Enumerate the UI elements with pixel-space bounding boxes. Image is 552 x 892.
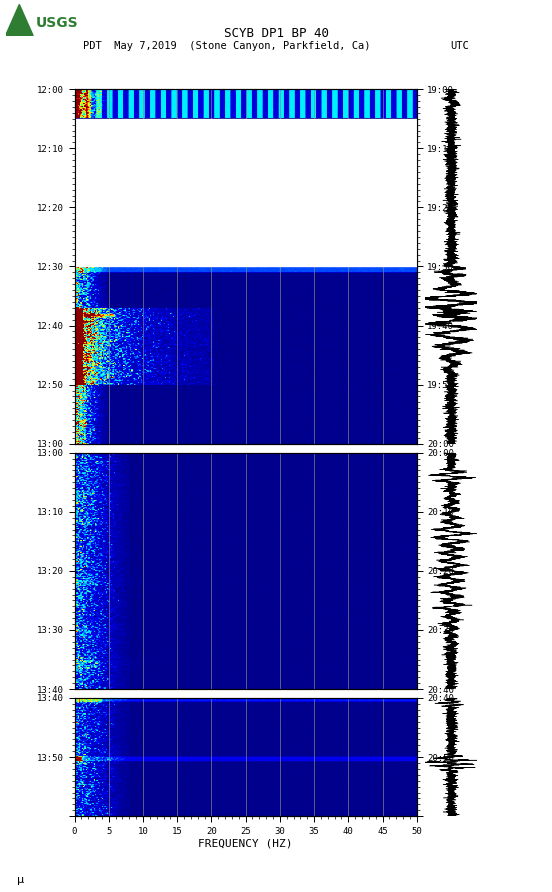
Text: μ: μ xyxy=(17,875,24,885)
Text: PDT  May 7,2019  (Stone Canyon, Parkfield, Ca): PDT May 7,2019 (Stone Canyon, Parkfield,… xyxy=(83,41,370,52)
Text: SCYB DP1 BP 40: SCYB DP1 BP 40 xyxy=(224,27,328,39)
Polygon shape xyxy=(6,4,33,36)
Bar xyxy=(75,119,417,267)
X-axis label: FREQUENCY (HZ): FREQUENCY (HZ) xyxy=(198,838,293,848)
Text: UTC: UTC xyxy=(450,41,469,52)
Text: USGS: USGS xyxy=(36,16,78,30)
